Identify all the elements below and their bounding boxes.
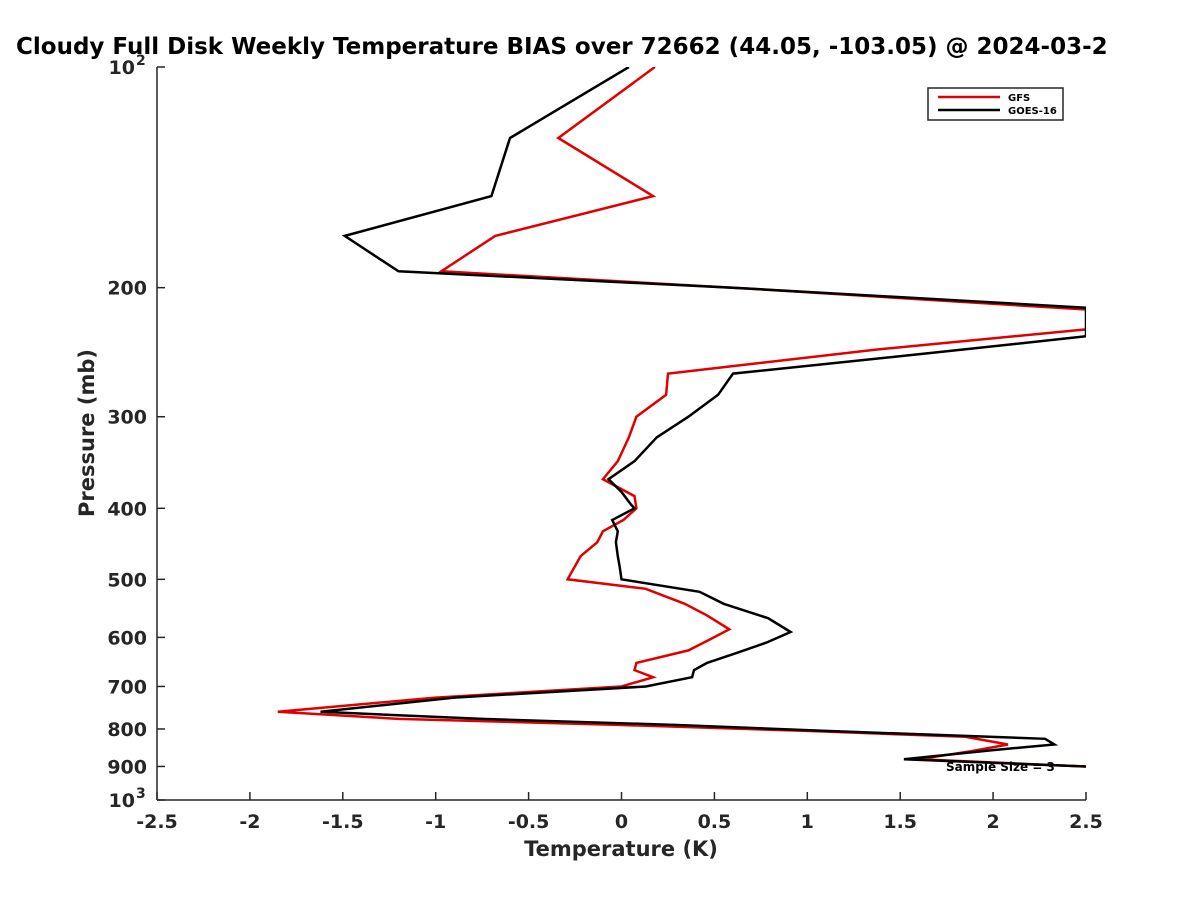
legend: GFS GOES-16 bbox=[927, 87, 1064, 121]
legend-box bbox=[927, 87, 1064, 121]
y-tick-label: 500 bbox=[107, 569, 147, 591]
x-tick-label: 0.5 bbox=[698, 811, 732, 833]
x-tick-label: 1.5 bbox=[883, 811, 917, 833]
y-tick-label: 10 bbox=[109, 790, 135, 812]
y-tick-label: 200 bbox=[107, 278, 147, 300]
y-tick-label: 400 bbox=[107, 498, 147, 520]
y-axis-label: Pressure (mb) bbox=[75, 349, 99, 517]
chart-title: Cloudy Full Disk Weekly Temperature BIAS… bbox=[16, 34, 1108, 60]
y-tick-label: 600 bbox=[107, 627, 147, 649]
x-axis-label: Temperature (K) bbox=[524, 837, 718, 861]
y-tick-label: 900 bbox=[107, 756, 147, 778]
sample-size-annotation: Sample Size = 3 bbox=[946, 760, 1055, 774]
y-tick-label: 300 bbox=[107, 407, 147, 429]
x-tick-label: -1 bbox=[425, 811, 446, 833]
series-lines bbox=[277, 67, 1086, 768]
y-tick-label: 10 bbox=[109, 57, 135, 79]
x-tick-label: -2.5 bbox=[136, 811, 178, 833]
legend-label: GFS bbox=[1008, 93, 1030, 104]
x-tick-label: 1 bbox=[801, 811, 814, 833]
x-tick-label: -0.5 bbox=[508, 811, 550, 833]
x-tick-label: 2 bbox=[986, 811, 999, 833]
x-tick-label: 2.5 bbox=[1069, 811, 1103, 833]
y-tick-exponent: 3 bbox=[136, 786, 146, 802]
x-tick-label: 0 bbox=[615, 811, 628, 833]
series-line-gfs bbox=[277, 67, 1086, 768]
legend-label: GOES-16 bbox=[1008, 106, 1057, 117]
x-tick-label: -2 bbox=[239, 811, 260, 833]
y-tick-exponent: 2 bbox=[136, 53, 146, 69]
x-tick-label: -1.5 bbox=[322, 811, 364, 833]
series-line-goes-16 bbox=[320, 67, 1086, 768]
y-tick-label: 800 bbox=[107, 719, 147, 741]
plot-area: -2.5 -2 -1.5 -1 -0.5 0 0.5 1 1.5 2 2.510 2200300400… bbox=[107, 53, 1103, 833]
y-tick-label: 700 bbox=[107, 676, 147, 698]
